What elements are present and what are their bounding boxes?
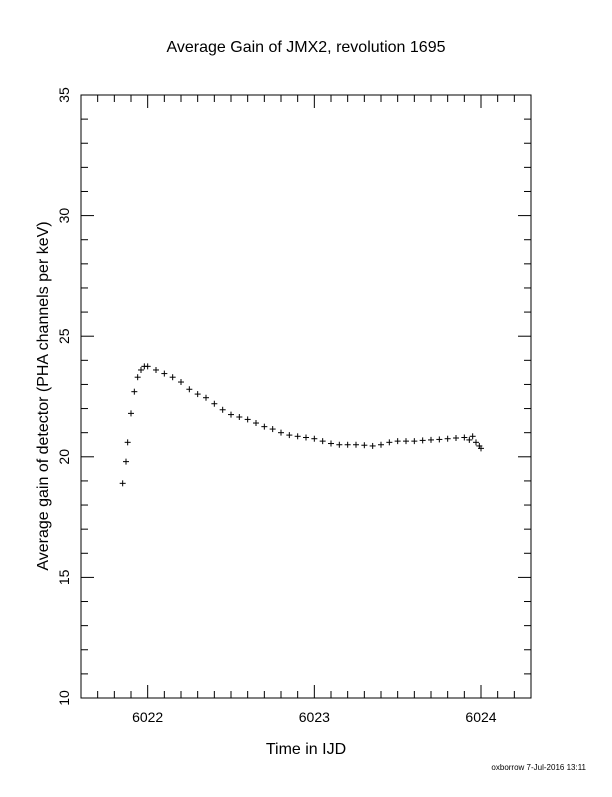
data-point [294,433,301,440]
data-point [203,394,209,401]
data-point [378,441,384,448]
data-point [344,441,351,448]
data-point [269,426,276,433]
data-point [119,480,126,487]
y-tick-label: 30 [56,208,72,224]
data-point [169,374,176,381]
data-point [131,388,138,395]
footer-stamp: oxborrow 7-Jul-2016 13:11 [491,763,586,772]
data-point [428,436,434,443]
y-tick-label: 15 [56,569,72,585]
data-point [144,363,151,370]
data-point [453,434,459,441]
data-point [278,429,284,436]
data-point [461,434,468,441]
data-point [361,442,368,449]
tick-labels: 6022 6023 6024 10 15 20 25 30 35 [56,87,497,725]
data-point [128,410,134,417]
data-point [403,438,409,445]
data-point [466,436,473,443]
data-point [311,435,318,442]
data-point [211,400,218,407]
y-tick-label: 25 [56,328,72,344]
data-point [473,439,479,446]
data-point [319,438,326,445]
data-point [369,442,376,449]
data-point [386,439,393,446]
data-point [478,445,484,452]
x-tick-label: 6023 [299,709,330,725]
data-point [411,438,418,445]
data-point [228,411,234,418]
data-point [286,432,293,439]
y-tick-label: 10 [56,690,72,706]
data-point [123,458,129,465]
data-point [419,437,426,444]
data-point [328,440,334,447]
data-point [219,406,226,413]
data-point [186,386,193,393]
data-point [436,436,443,443]
data-point [253,420,259,427]
x-tick-label: 6024 [465,709,496,725]
data-point [134,374,141,381]
data-point [236,414,243,421]
data-point [153,366,159,373]
ticks-layer [80,94,532,699]
data-point [244,416,251,423]
data-point [303,434,309,441]
data-point [394,438,401,445]
data-point [161,370,168,377]
data-point [124,439,131,446]
data-point [138,366,144,373]
data-points [119,363,484,487]
data-point [444,435,451,442]
data-point [353,441,359,448]
y-tick-label: 20 [56,449,72,465]
y-axis-label: Average gain of detector (PHA channels p… [35,221,52,570]
data-point [336,441,343,448]
data-point [194,391,201,398]
data-point [178,379,184,386]
x-tick-label: 6022 [132,709,163,725]
data-point [469,433,476,440]
chart-title: Average Gain of JMX2, revolution 1695 [167,39,446,56]
data-point [261,423,268,430]
y-tick-label: 35 [56,87,72,103]
x-axis-label: Time in IJD [266,741,346,758]
plot-frame [80,94,532,699]
